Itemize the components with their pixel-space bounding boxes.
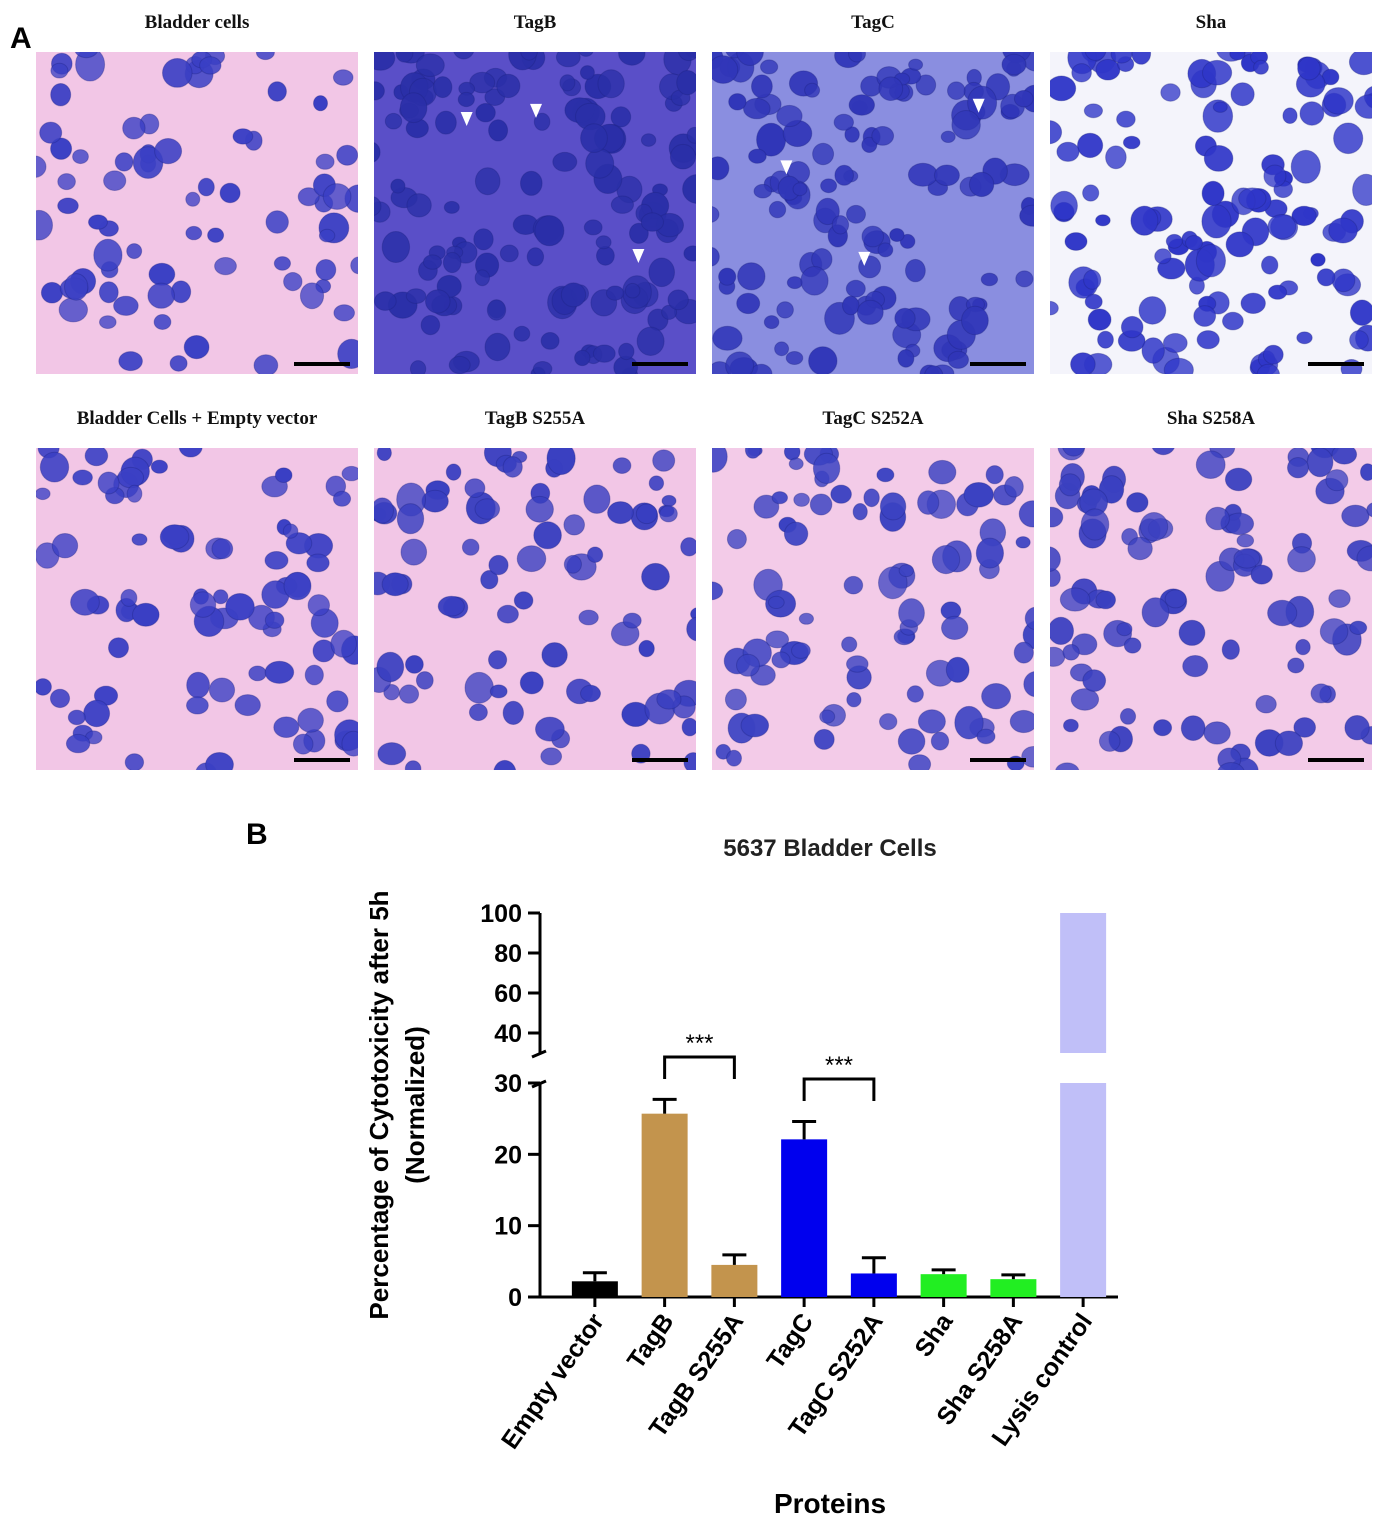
axis-break-mark [531, 1049, 547, 1059]
x-tick-label: Sha [909, 1307, 959, 1362]
micrograph-title: TagB S255A [484, 408, 586, 429]
scale-bar [1308, 362, 1364, 366]
micrograph-title: TagC S252A [822, 408, 924, 429]
y-tick-label: 0 [508, 1284, 522, 1312]
y-axis-label: Percentage of Cytotoxicity after 5h [364, 890, 394, 1319]
bar [1060, 1083, 1107, 1297]
bar [571, 1281, 618, 1297]
y-tick-label: 60 [494, 980, 522, 1008]
bar [920, 1274, 967, 1297]
micrograph-image [374, 448, 696, 770]
micrograph-title: Bladder Cells + Empty vector [76, 408, 318, 429]
bar [850, 1273, 897, 1297]
micrograph-title: Sha [1195, 12, 1227, 33]
micrograph-image [712, 448, 1034, 770]
arrowhead-marker [780, 160, 793, 175]
micrograph-image [374, 52, 696, 374]
cytotoxicity-bar-chart: 5637 Bladder Cells Percentage of Cytotoxi… [364, 835, 1118, 1519]
arrowhead-marker [530, 103, 543, 118]
micrograph-title: TagC [851, 12, 895, 33]
x-tick-label: Empty vector [496, 1308, 610, 1454]
bar [641, 1113, 688, 1297]
bar [990, 1279, 1037, 1297]
y-tick-label: 40 [494, 1020, 522, 1048]
y-tick-label: 100 [480, 900, 522, 928]
micrograph-title: Sha S258A [1166, 408, 1256, 429]
x-tick-label: TagB [622, 1308, 680, 1374]
y-tick-label: 10 [494, 1213, 522, 1241]
micrograph-image [712, 52, 1034, 374]
chart-title: 5637 Bladder Cells [723, 835, 936, 862]
micrograph-image [36, 52, 358, 374]
bar [711, 1264, 758, 1297]
significance-label: *** [685, 1030, 713, 1057]
arrowhead-marker [632, 249, 645, 264]
micrograph-image [1050, 448, 1372, 770]
x-axis-label: Proteins [774, 1488, 886, 1519]
bar [781, 1139, 828, 1297]
scale-bar [294, 758, 350, 762]
scale-bar [970, 362, 1026, 366]
scale-bar [632, 362, 688, 366]
scale-bar [1308, 758, 1364, 762]
significance-bracket [663, 1055, 736, 1079]
micrograph-title: TagB [513, 12, 557, 33]
micrograph-image [1050, 52, 1372, 374]
arrowhead-marker [460, 111, 473, 126]
panel-a-letter: A [10, 22, 32, 55]
significance-label: *** [825, 1052, 853, 1079]
y-tick-label: 30 [494, 1070, 522, 1098]
scale-bar [970, 758, 1026, 762]
y-tick-label: 20 [494, 1141, 522, 1169]
scale-bar [632, 758, 688, 762]
bar-upper-segment [1060, 913, 1107, 1053]
significance-bracket [802, 1077, 876, 1101]
arrowhead-marker [972, 98, 985, 113]
y-axis-label-line2: (Normalized) [400, 1026, 430, 1183]
scale-bar [294, 362, 350, 366]
micrograph-title: Bladder cells [144, 12, 250, 33]
micrograph-image [36, 448, 358, 770]
y-tick-label: 80 [494, 940, 522, 968]
panel-b-letter: B [246, 818, 268, 851]
arrowhead-marker [858, 251, 871, 266]
x-tick-label: TagC [761, 1308, 819, 1374]
